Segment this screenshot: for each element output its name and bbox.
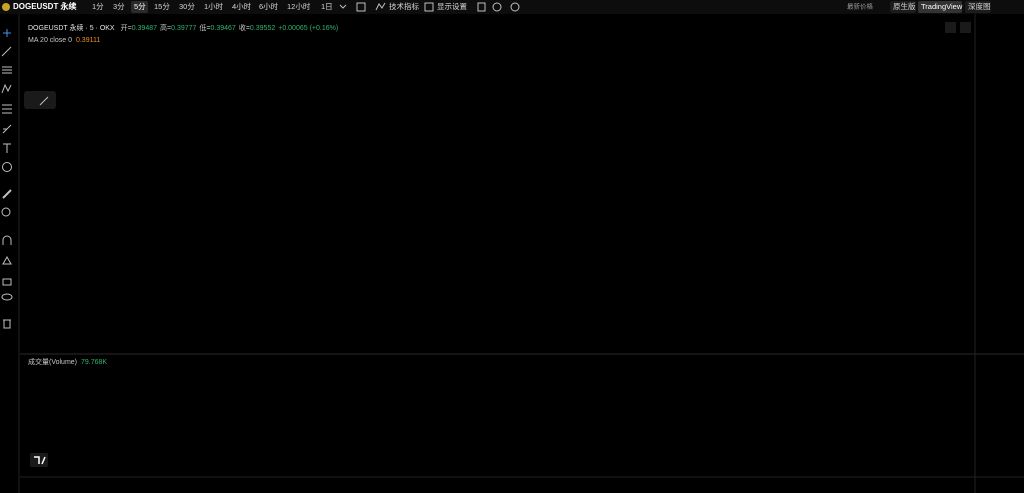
view-bg <box>965 1 991 13</box>
chart-controls <box>945 22 971 33</box>
text-tool[interactable] <box>3 143 11 153</box>
gear-icon[interactable] <box>492 2 502 12</box>
logo-mark <box>34 456 46 465</box>
lock-drawing-tool[interactable] <box>2 255 12 265</box>
ma-name: MA 20 close 0 <box>28 37 72 44</box>
view-active-bg <box>918 1 962 13</box>
interval[interactable]: 5分 <box>134 2 146 11</box>
tv-logo <box>30 453 48 467</box>
ohlc-name: 收= <box>239 23 250 32</box>
visibility-tool[interactable] <box>1 293 13 301</box>
price-mode[interactable]: 最新价格 <box>847 2 874 11</box>
crosshair-tool[interactable] <box>3 29 11 37</box>
ohlc-value: 0.39552 <box>250 25 275 32</box>
lock-tool[interactable] <box>2 278 12 286</box>
interval[interactable]: 1小时 <box>204 1 224 11</box>
interval[interactable]: 1分 <box>92 2 104 11</box>
line-tool[interactable] <box>1 46 12 57</box>
scroll-button[interactable] <box>945 22 956 33</box>
interval[interactable]: 1日 <box>321 2 333 11</box>
top-bar: DOGEUSDT 永续 1分 3分 5分 15分 30分 1小时 4小时 6小时… <box>0 0 1024 14</box>
ma-value: 0.39111 <box>76 37 100 44</box>
coin-logo <box>2 3 10 11</box>
indicators-button[interactable]: 技术指标 <box>389 1 419 11</box>
view-tab[interactable]: 原生版 <box>893 1 916 11</box>
settings-icon[interactable] <box>424 2 434 12</box>
snapshot-icon[interactable] <box>477 2 486 12</box>
interval[interactable]: 12小时 <box>287 1 311 11</box>
chart-title: DOGEUSDT 永续 · 5 · OKX <box>28 23 115 32</box>
left-toolbar <box>1 14 56 493</box>
channel-tool[interactable] <box>2 66 12 74</box>
ohlc-value: 0.39467 <box>211 25 236 32</box>
candle-type-icon[interactable] <box>356 2 366 12</box>
fib-tool[interactable] <box>2 104 12 114</box>
volume-value: 79.768K <box>81 359 107 366</box>
fullscreen-button[interactable] <box>960 22 971 33</box>
top-bar-bg <box>0 0 1024 14</box>
change: +0.00065 (+0.16%) <box>278 25 338 32</box>
ma-legend: MA 20 close 0 0.39111 <box>28 37 100 44</box>
ohlc-value: 0.39777 <box>171 25 196 32</box>
floating-tool[interactable] <box>24 91 56 109</box>
legend: DOGEUSDT 永续 · 5 · OKX 开=0.39487 高=0.39777 低… <box>28 23 338 32</box>
zoom-tool[interactable] <box>1 207 11 217</box>
indicator-icon[interactable] <box>375 2 386 11</box>
brush-tool[interactable] <box>2 124 12 134</box>
interval[interactable]: 30分 <box>179 2 195 11</box>
dropdown-icon[interactable] <box>339 4 347 9</box>
floating-tool-icon <box>39 96 49 106</box>
pattern-tool[interactable] <box>1 83 12 94</box>
interval[interactable]: 6小时 <box>259 1 279 11</box>
interval[interactable]: 15分 <box>154 2 170 11</box>
ohlc-name: 高= <box>160 23 171 32</box>
view-tab[interactable]: 深度图 <box>968 1 991 11</box>
interval[interactable]: 3分 <box>113 2 125 11</box>
volume-title: 成交量(Volume) <box>28 357 77 366</box>
layout-icon[interactable] <box>510 2 520 12</box>
magnet-tool[interactable] <box>2 235 12 245</box>
ohlc-value: 0.39487 <box>132 25 157 32</box>
view-bg <box>890 1 916 13</box>
interval-active-bg <box>131 1 148 13</box>
interval[interactable]: 4小时 <box>232 1 252 11</box>
view-tab[interactable]: TradingView <box>921 2 963 11</box>
ohlc-name: 低= <box>199 23 210 32</box>
symbol: DOGEUSDT 永续 <box>13 1 77 11</box>
ruler-tool[interactable] <box>2 189 12 199</box>
delete-tool[interactable] <box>3 319 11 329</box>
emoji-tool[interactable] <box>2 162 12 172</box>
display-settings-button[interactable]: 显示设置 <box>437 1 467 11</box>
volume-legend: 成交量(Volume) 79.768K <box>28 357 107 366</box>
ohlc-name: 开= <box>121 24 132 32</box>
